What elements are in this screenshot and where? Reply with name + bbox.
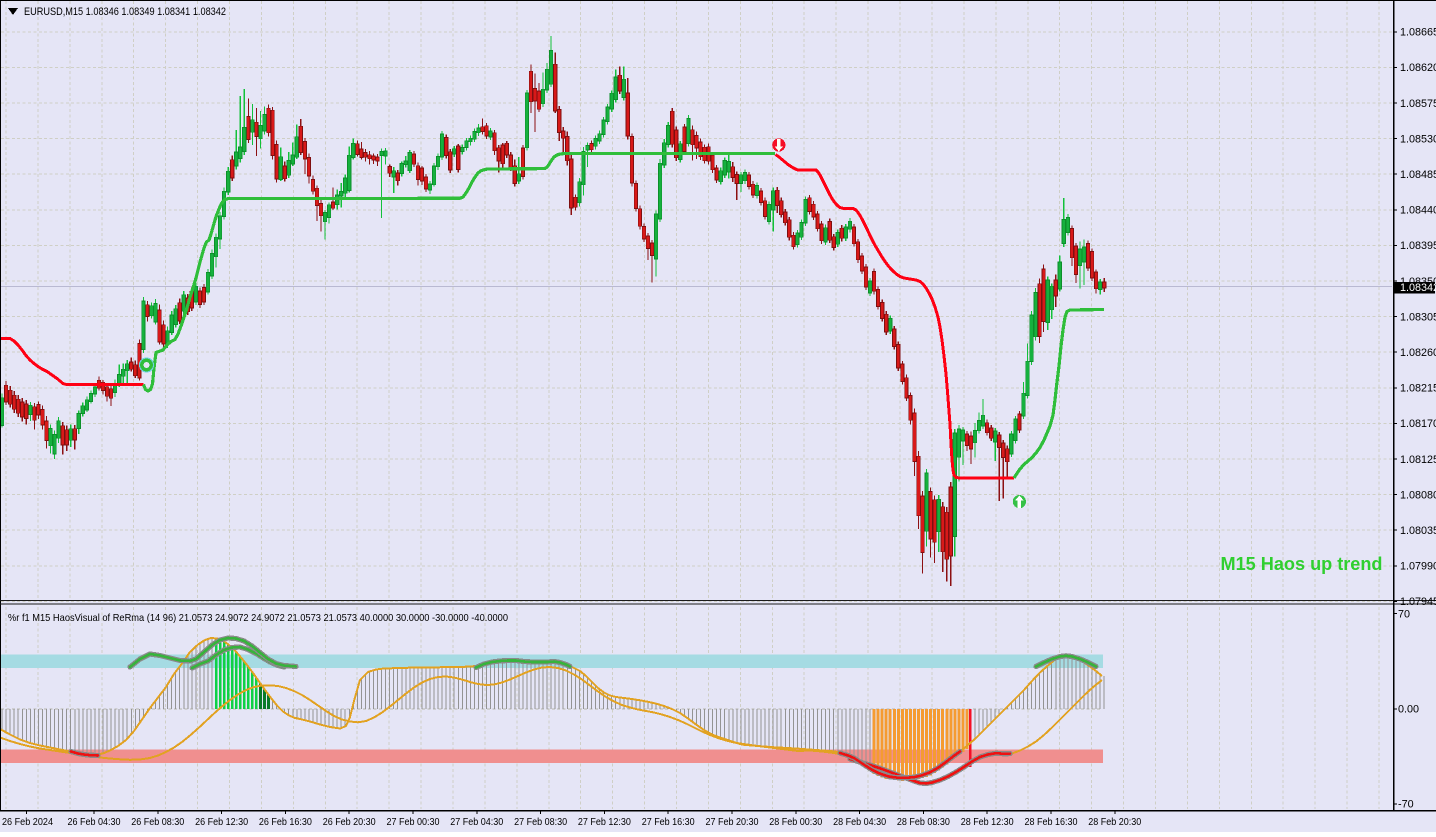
svg-text:1.08260: 1.08260 bbox=[1400, 347, 1436, 359]
svg-text:1.08575: 1.08575 bbox=[1400, 98, 1436, 110]
svg-text:1.08215: 1.08215 bbox=[1400, 383, 1436, 395]
svg-text:26 Feb 2024: 26 Feb 2024 bbox=[2, 817, 53, 828]
svg-text:27 Feb 16:30: 27 Feb 16:30 bbox=[642, 817, 695, 828]
svg-text:1.08170: 1.08170 bbox=[1400, 418, 1436, 430]
svg-text:1.08342: 1.08342 bbox=[1400, 282, 1436, 294]
svg-text:EURUSD,M15 1.08346 1.08349 1.: EURUSD,M15 1.08346 1.08349 1.08341 1.083… bbox=[24, 6, 226, 18]
svg-text:27 Feb 08:30: 27 Feb 08:30 bbox=[514, 817, 567, 828]
svg-text:27 Feb 00:30: 27 Feb 00:30 bbox=[387, 817, 440, 828]
svg-text:1.08530: 1.08530 bbox=[1400, 133, 1436, 145]
svg-text:1.08305: 1.08305 bbox=[1400, 311, 1436, 323]
svg-text:28 Feb 08:30: 28 Feb 08:30 bbox=[897, 817, 950, 828]
svg-text:28 Feb 04:30: 28 Feb 04:30 bbox=[833, 817, 886, 828]
svg-text:1.07945: 1.07945 bbox=[1400, 596, 1436, 608]
svg-text:1.08080: 1.08080 bbox=[1400, 489, 1436, 501]
svg-text:26 Feb 20:30: 26 Feb 20:30 bbox=[323, 817, 376, 828]
svg-text:28 Feb 00:30: 28 Feb 00:30 bbox=[769, 817, 822, 828]
svg-text:%r f1 M15 HaosVisual of ReRma: %r f1 M15 HaosVisual of ReRma (14 96) 21… bbox=[8, 612, 508, 624]
svg-text:27 Feb 04:30: 27 Feb 04:30 bbox=[450, 817, 503, 828]
svg-text:1.08395: 1.08395 bbox=[1400, 240, 1436, 252]
svg-text:28 Feb 20:30: 28 Feb 20:30 bbox=[1088, 817, 1141, 828]
svg-text:27 Feb 20:30: 27 Feb 20:30 bbox=[706, 817, 759, 828]
svg-text:1.08440: 1.08440 bbox=[1400, 205, 1436, 217]
svg-text:70: 70 bbox=[1398, 609, 1410, 621]
svg-text:-70: -70 bbox=[1398, 799, 1414, 811]
svg-text:26 Feb 12:30: 26 Feb 12:30 bbox=[195, 817, 248, 828]
svg-text:1.08665: 1.08665 bbox=[1400, 27, 1436, 39]
svg-text:1.08620: 1.08620 bbox=[1400, 62, 1436, 74]
svg-text:1.07990: 1.07990 bbox=[1400, 561, 1436, 573]
svg-text:M15 Haos up trend: M15 Haos up trend bbox=[1221, 554, 1383, 574]
svg-text:26 Feb 16:30: 26 Feb 16:30 bbox=[259, 817, 312, 828]
svg-text:27 Feb 12:30: 27 Feb 12:30 bbox=[578, 817, 631, 828]
svg-text:26 Feb 08:30: 26 Feb 08:30 bbox=[131, 817, 184, 828]
svg-text:1.08125: 1.08125 bbox=[1400, 454, 1436, 466]
svg-text:1.08485: 1.08485 bbox=[1400, 169, 1436, 181]
svg-text:1.08035: 1.08035 bbox=[1400, 525, 1436, 537]
svg-text:0.00: 0.00 bbox=[1398, 704, 1419, 716]
svg-text:28 Feb 12:30: 28 Feb 12:30 bbox=[961, 817, 1014, 828]
svg-text:28 Feb 16:30: 28 Feb 16:30 bbox=[1025, 817, 1078, 828]
svg-text:26 Feb 04:30: 26 Feb 04:30 bbox=[68, 817, 121, 828]
